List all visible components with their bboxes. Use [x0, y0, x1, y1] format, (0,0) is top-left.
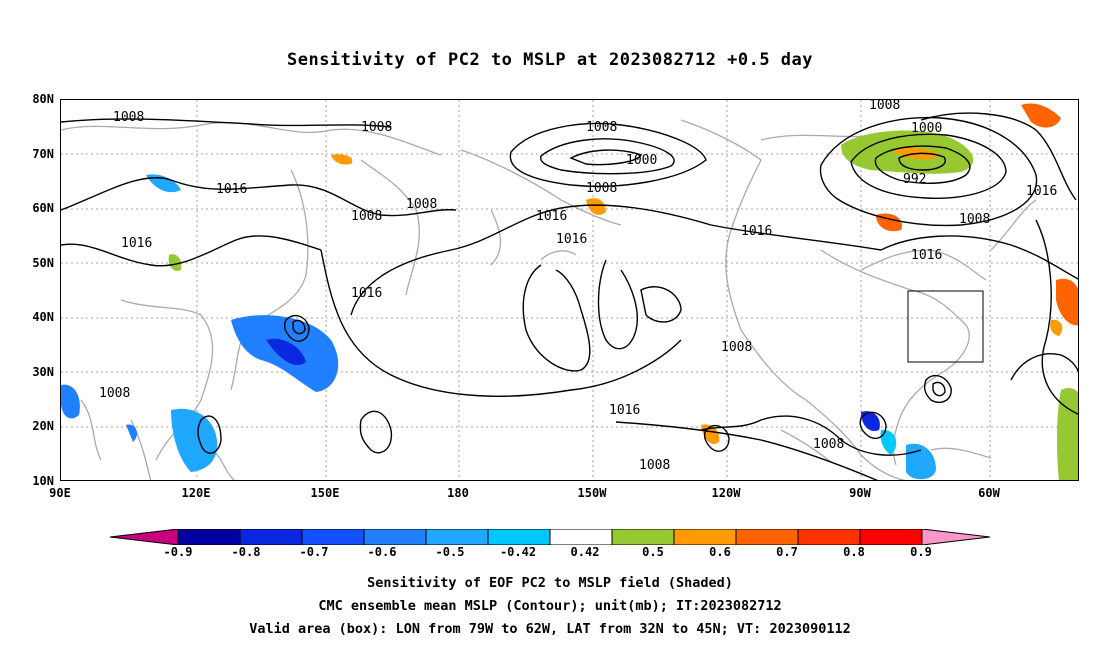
gridlines — [61, 100, 1078, 480]
footer-line-1: Sensitivity of EOF PC2 to MSLP field (Sh… — [367, 575, 733, 591]
contour-label: 1016 — [1026, 184, 1057, 199]
lat-label-40n: 40N — [32, 310, 54, 324]
contour-labels: 1008 1008 1016 1016 1008 1008 1008 1000 … — [99, 100, 1057, 452]
colorbar-tick: -0.6 — [367, 545, 397, 559]
colorbar-cells — [177, 529, 923, 545]
contour-label: 1008 — [869, 100, 900, 113]
contour-label: 1008 — [406, 197, 437, 212]
lat-label-30n: 30N — [32, 365, 54, 379]
contour-label: 1000 — [911, 121, 942, 136]
colorbar-cell — [425, 529, 489, 545]
colorbar-low-triangle — [110, 529, 179, 545]
colorbar-tick: 0.7 — [776, 545, 798, 559]
contour-label: 992 — [903, 172, 926, 187]
contour-label: 1016 — [536, 209, 567, 224]
contour-label: 1016 — [556, 232, 587, 247]
map-canvas: 1008 1008 1016 1016 1008 1008 1008 1000 … — [61, 100, 1078, 480]
lat-label-20n: 20N — [32, 419, 54, 433]
coastlines — [61, 119, 1037, 480]
colorbar-cell — [673, 529, 737, 545]
colorbar-tick: 0.9 — [910, 545, 932, 559]
colorbar-tick: -0.7 — [299, 545, 329, 559]
lon-label-120e: 120E — [181, 486, 211, 500]
contour-label: 1008 — [959, 212, 990, 227]
contour-label: 1000 — [626, 153, 657, 168]
colorbar-tick: -0.5 — [435, 545, 465, 559]
lat-label-50n: 50N — [32, 256, 54, 270]
lon-label-150w: 150W — [577, 486, 607, 500]
colorbar-cell — [735, 529, 799, 545]
colorbar-cell — [549, 529, 613, 545]
colorbar-tick: 0.8 — [843, 545, 865, 559]
lon-label-180: 180 — [447, 486, 469, 500]
sensitivity-shading — [61, 103, 1078, 480]
lat-label-10n: 10N — [32, 474, 54, 488]
contour-label: 1016 — [351, 286, 382, 301]
contour-label: 1016 — [121, 236, 152, 251]
contour-label: 1016 — [741, 224, 772, 239]
lat-label-80n: 80N — [32, 92, 54, 106]
colorbar-tick: 0.5 — [642, 545, 664, 559]
footer-line-2: CMC ensemble mean MSLP (Contour); unit(m… — [318, 598, 782, 614]
contour-label: 1008 — [361, 120, 392, 135]
lon-label-90e: 90E — [49, 486, 71, 500]
contour-label: 1008 — [99, 386, 130, 401]
contour-label: 1008 — [639, 458, 670, 473]
mslp-contours — [61, 112, 1078, 480]
contour-label: 1016 — [911, 248, 942, 263]
contour-label: 1008 — [813, 437, 844, 452]
contour-label: 1008 — [586, 181, 617, 196]
contour-label: 1008 — [113, 110, 144, 125]
colorbar-cell — [797, 529, 861, 545]
colorbar-cell — [363, 529, 427, 545]
lon-label-90w: 90W — [849, 486, 871, 500]
lon-label-150e: 150E — [310, 486, 340, 500]
colorbar-cell — [301, 529, 365, 545]
footer-line-3: Valid area (box): LON from 79W to 62W, L… — [249, 621, 851, 637]
colorbar — [110, 529, 990, 545]
colorbar-cell — [239, 529, 303, 545]
contour-label: 1008 — [721, 340, 752, 355]
colorbar-cell — [859, 529, 923, 545]
colorbar-tick: -0.8 — [231, 545, 261, 559]
contour-label: 1016 — [609, 403, 640, 418]
lat-label-60n: 60N — [32, 201, 54, 215]
colorbar-tick: 0.6 — [709, 545, 731, 559]
contour-label: 1008 — [586, 120, 617, 135]
colorbar-high-triangle — [921, 529, 990, 545]
valid-area-box — [907, 290, 984, 363]
map-panel: 1008 1008 1016 1016 1008 1008 1008 1000 … — [60, 99, 1079, 481]
lon-label-60w: 60W — [978, 486, 1000, 500]
contour-label: 1008 — [351, 209, 382, 224]
map-title: Sensitivity of PC2 to MSLP at 2023082712… — [286, 50, 813, 70]
contour-label: 1016 — [216, 182, 247, 197]
colorbar-cell — [611, 529, 675, 545]
colorbar-cell — [177, 529, 241, 545]
colorbar-tick: 0.42 — [570, 545, 600, 559]
lat-label-70n: 70N — [32, 147, 54, 161]
colorbar-tick: -0.42 — [499, 545, 537, 559]
colorbar-tick: -0.9 — [163, 545, 193, 559]
lon-label-120w: 120W — [711, 486, 741, 500]
colorbar-cell — [487, 529, 551, 545]
